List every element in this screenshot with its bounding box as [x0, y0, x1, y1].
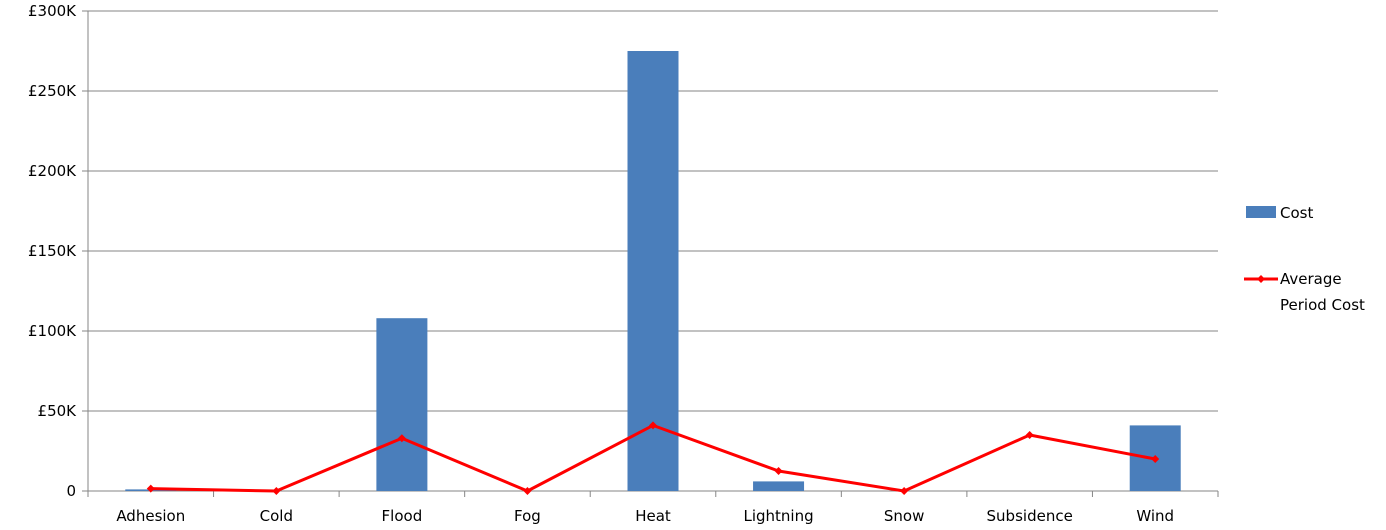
x-tick-label: Fog	[514, 507, 541, 525]
y-tick-label: £50K	[38, 402, 78, 420]
x-tick-label: Lightning	[743, 507, 813, 525]
point-average-period-cost	[272, 487, 281, 495]
x-axis: Adhesion Cold Flood Fog Heat Lightning Snow Sub…	[87, 490, 1219, 525]
x-tick-label: Subsidence	[987, 507, 1073, 525]
point-average-period-cost	[523, 487, 532, 495]
point-average-period-cost	[649, 421, 657, 430]
x-tick-label: Wind	[1136, 507, 1174, 525]
x-tick-label: Cold	[260, 507, 293, 525]
line-series-average-period-cost	[146, 421, 1160, 495]
x-tick-label: Adhesion	[116, 507, 185, 525]
y-tick-label: £200K	[28, 162, 77, 180]
legend-swatch-cost	[1246, 206, 1276, 218]
bar-cost	[627, 51, 679, 491]
bar-cost	[376, 318, 428, 491]
y-tick-label: £300K	[28, 2, 77, 20]
y-axis: 0 £50K £100K £150K £200K £250K £300K	[28, 2, 89, 500]
y-tick-label: 0	[66, 482, 76, 500]
legend-label-cost: Cost	[1280, 204, 1313, 222]
legend: Cost Average Period Cost	[1244, 204, 1365, 314]
legend-label-average-line1: Average	[1280, 270, 1342, 288]
bar-series-cost	[125, 51, 1181, 491]
y-tick-label: £150K	[28, 242, 77, 260]
x-tick-label: Snow	[884, 507, 924, 525]
point-average-period-cost	[900, 487, 909, 495]
point-average-period-cost	[774, 467, 783, 475]
y-tick-label: £100K	[28, 322, 77, 340]
point-average-period-cost	[146, 484, 155, 493]
point-average-period-cost	[1025, 431, 1034, 439]
bar-cost	[753, 481, 805, 491]
y-tick-label: £250K	[28, 82, 77, 100]
point-average-period-cost	[1151, 455, 1160, 463]
legend-marker-average-period-cost	[1257, 275, 1265, 283]
legend-label-average-line2: Period Cost	[1280, 296, 1365, 314]
x-tick-label: Flood	[382, 507, 423, 525]
point-average-period-cost	[397, 434, 406, 443]
x-tick-label: Heat	[635, 507, 671, 525]
